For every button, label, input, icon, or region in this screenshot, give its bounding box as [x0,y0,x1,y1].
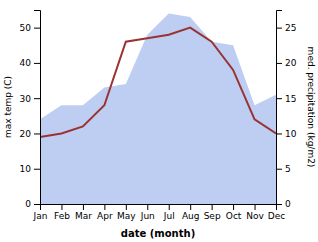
tick: Jul [163,204,175,221]
tick-mark [34,98,40,99]
tick-mark [104,204,105,210]
tick: Oct [226,204,242,221]
tick-label: Jun [140,211,155,221]
tick-label: Aug [182,211,200,221]
tick-mark [34,133,40,134]
tick-mark [276,98,282,99]
tick-label: May [117,211,136,221]
tick-mark [126,204,127,210]
chart: JanFebMarAprMayJunJulAugSepOctNovDec0102… [0,0,318,242]
tick: Feb [54,204,70,221]
tick: Jan [33,204,48,221]
tick: 0 [25,199,40,209]
tick-label: 20 [285,58,297,68]
y2-axis-title: med. precipitation (kg/m2) [306,47,316,168]
tick-label: 10 [20,164,32,174]
tick-mark [34,169,40,170]
tick-label: 10 [285,129,297,139]
tick: 10 [20,164,40,174]
tick-mark [276,28,282,29]
tick-label: 50 [20,23,32,33]
tick-label: 25 [285,23,296,33]
tick-mark [276,133,282,134]
x-axis-title: date (month) [121,228,195,239]
tick-mark [34,28,40,29]
tick-mark [83,204,84,210]
tick-label: Mar [75,211,92,221]
tick: Jun [140,204,155,221]
tick-label: Feb [54,211,70,221]
tick-label: Jan [33,211,48,221]
tick-label: 5 [285,164,291,174]
tick-label: Apr [97,211,113,221]
tick-label: 15 [285,94,296,104]
tick-mark [212,204,213,210]
tick-mark [190,204,191,210]
tick: 0 [276,199,291,209]
tick: 40 [20,58,40,68]
tick: May [117,204,136,221]
tick-label: 0 [285,199,291,209]
tick: 10 [276,129,297,139]
tick: Sep [204,204,221,221]
tick-mark [276,63,282,64]
tick-mark [233,204,234,210]
tick: Aug [182,204,200,221]
tick-mark [276,169,282,170]
tick: Apr [97,204,113,221]
tick-label: Oct [226,211,242,221]
y-axis: 0 10 20 30 40 50 [20,11,41,210]
tick: Nov [246,204,264,221]
axis-line [41,205,277,211]
tick-label: Nov [246,211,264,221]
y-axis-title: max temp (C) [3,76,13,138]
axis-line [277,11,283,205]
tick: 5 [276,164,291,174]
tick: 20 [20,129,40,139]
tick-mark [61,204,62,210]
y2-axis: 0 5 10 15 20 25 [276,11,297,210]
tick-mark [255,204,256,210]
tick: 15 [276,94,296,104]
tick-label: Sep [204,211,221,221]
tick-mark [34,63,40,64]
line [40,28,276,137]
tick-label: 0 [25,199,31,209]
tick-mark [147,204,148,210]
tick: Mar [75,204,92,221]
tick-label: Jul [163,211,175,221]
tick: 20 [276,58,297,68]
tick-label: 20 [20,129,32,139]
tick-mark [276,204,282,205]
tick-mark [34,204,40,205]
tick-mark [169,204,170,210]
area [40,14,276,204]
axis-line [34,11,41,205]
tick: 30 [20,94,40,104]
tick: 50 [20,23,40,33]
x-axis: Jan Feb Mar Apr May Jun Jul Aug Sep Oct Nov Dec [33,204,286,221]
tick-label: 40 [20,58,32,68]
tick: Dec [268,204,285,221]
tick: 25 [276,23,296,33]
tick-label: Dec [268,211,285,221]
tick-label: 30 [20,94,32,104]
plot-area [40,14,276,204]
